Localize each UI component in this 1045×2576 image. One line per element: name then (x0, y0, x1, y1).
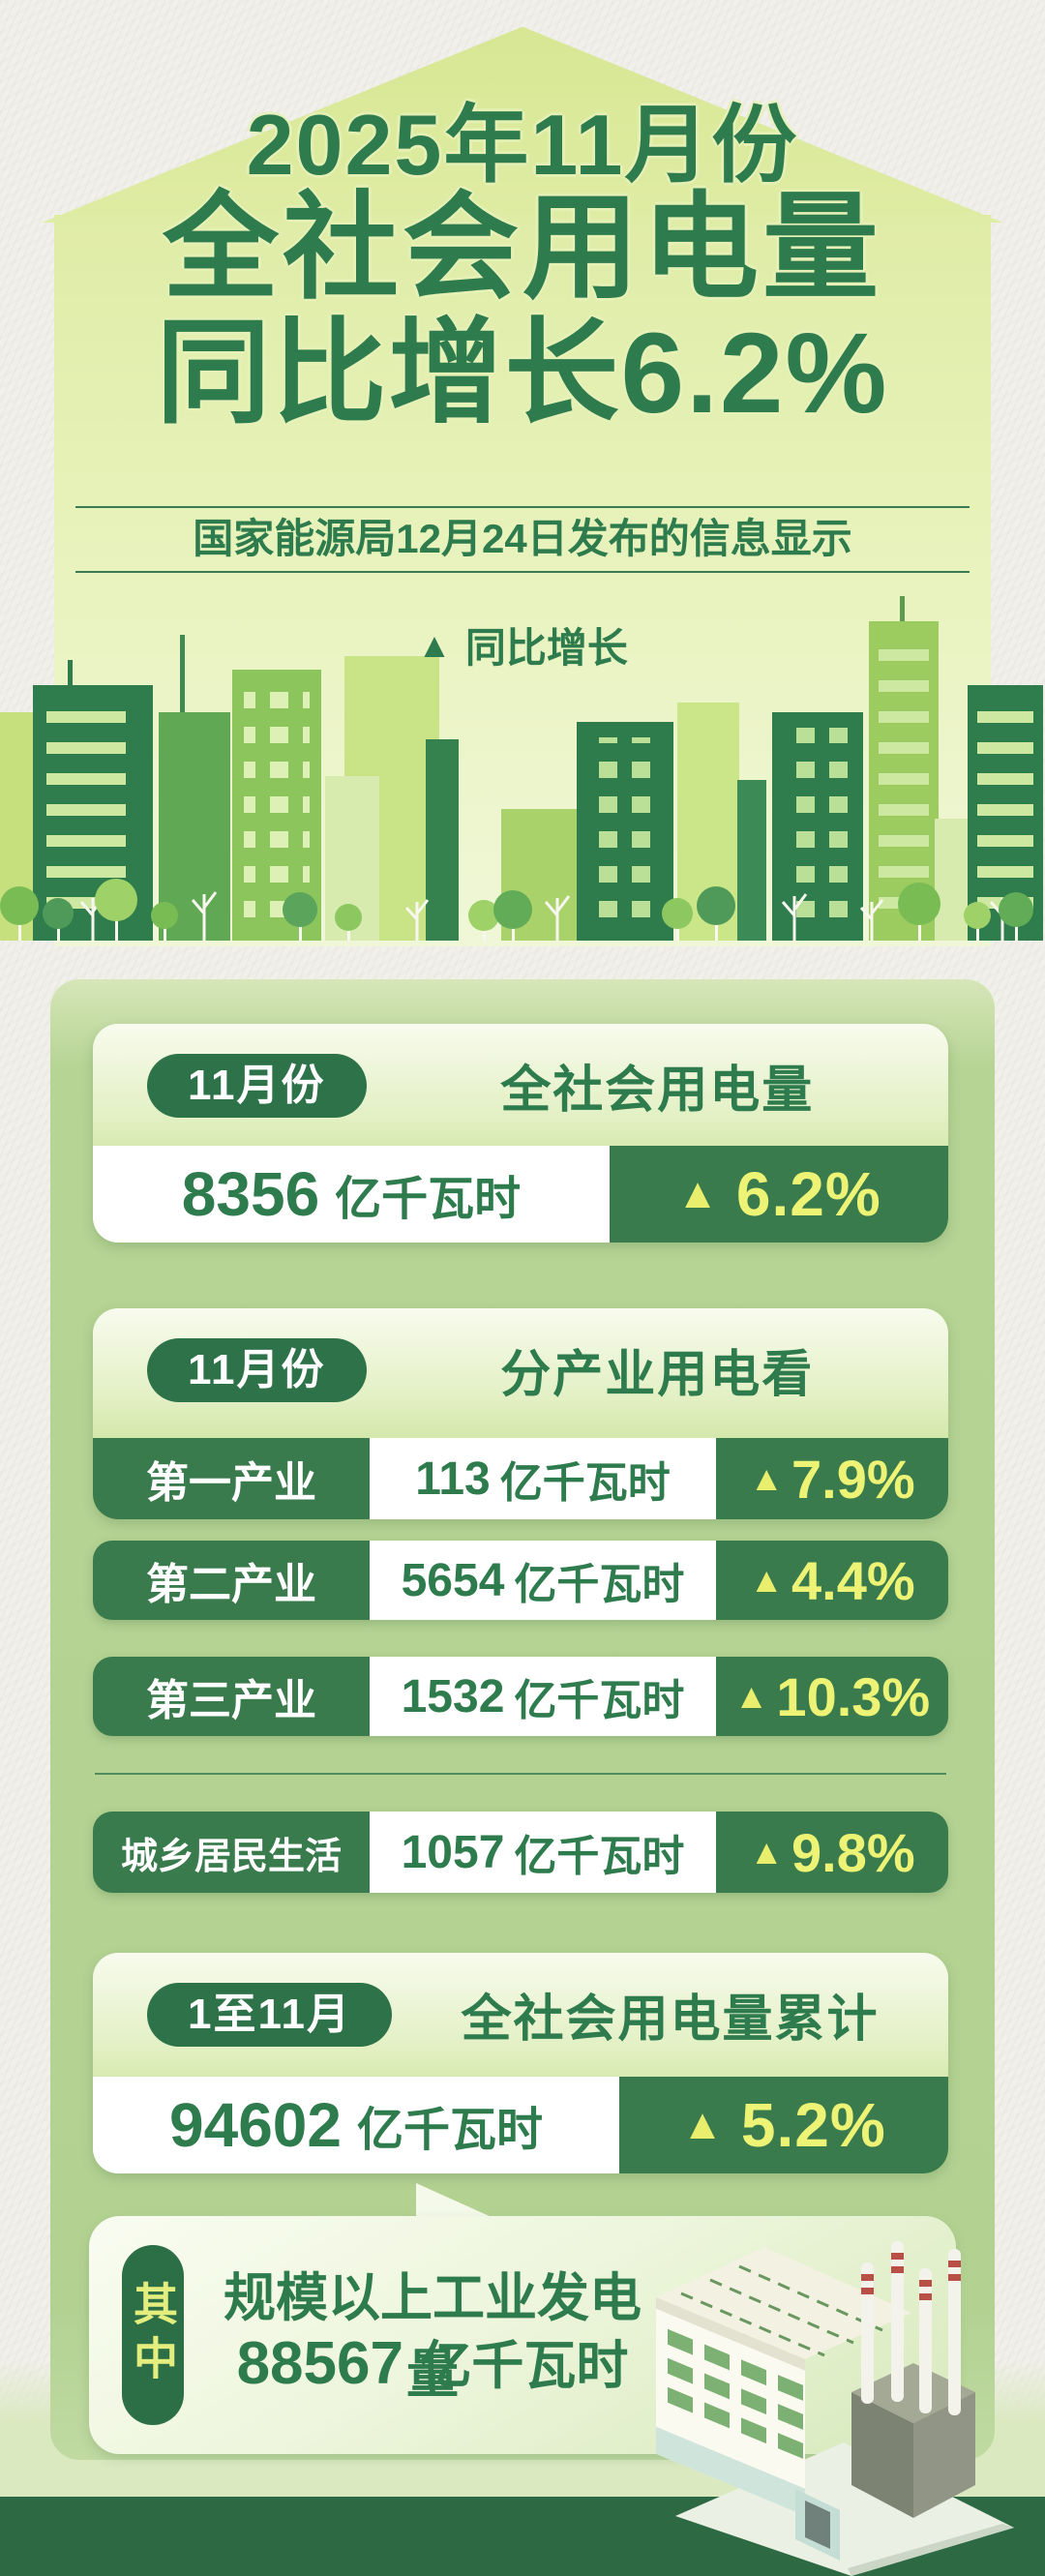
title-line-3: 同比增长6.2% (156, 310, 889, 437)
industry-card: 11月份 分产业用电看 第一产业 113 亿千瓦时 ▲ 7.9% (93, 1308, 948, 1519)
row-unit: 亿千瓦时 (514, 1833, 685, 1880)
value-cell: 8356 亿千瓦时 (93, 1146, 610, 1243)
row-value-cell: 1532 亿千瓦时 (370, 1657, 716, 1736)
value-row: 8356 亿千瓦时 ▲ 6.2% (93, 1146, 948, 1243)
card-header: 11月份 全社会用电量 (93, 1024, 948, 1122)
row-unit: 亿千瓦时 (499, 1459, 671, 1507)
industry-row-secondary: 第二产业 5654 亿千瓦时 ▲ 4.4% (93, 1541, 948, 1620)
bubble-title: 规模以上工业发电量 (224, 2269, 642, 2404)
row-value: 113 (415, 1453, 491, 1505)
delta-cell: ▲ 5.2% (619, 2077, 948, 2173)
period-badge: 11月份 (147, 1053, 367, 1118)
value-row: 94602 亿千瓦时 ▲ 5.2% (93, 2077, 948, 2173)
bubble-value-line: 88567 亿千瓦时 (205, 2322, 660, 2399)
unit: 亿千瓦时 (335, 1174, 522, 1225)
chimneys (861, 2241, 961, 2415)
row-delta-cell: ▲ 10.3% (716, 1657, 948, 1736)
row-delta-cell: ▲ 9.8% (716, 1812, 948, 1893)
row-delta: 7.9% (791, 1448, 915, 1510)
row-delta-cell: ▲ 4.4% (716, 1541, 948, 1620)
value-cell: 94602 亿千瓦时 (93, 2077, 619, 2173)
row-label: 第二产业 (146, 1561, 316, 1608)
city-skyline-illustration (0, 596, 1043, 941)
residential-row: 城乡居民生活 1057 亿千瓦时 ▲ 9.8% (93, 1812, 948, 1893)
monthly-total-card: 11月份 全社会用电量 8356 亿千瓦时 ▲ 6.2% (93, 1024, 948, 1243)
up-triangle-icon: ▲ (681, 2101, 724, 2148)
industry-row-primary: 第一产业 113 亿千瓦时 ▲ 7.9% (93, 1438, 948, 1519)
card-header: 11月份 分产业用电看 (93, 1308, 948, 1406)
bubble-unit: 亿千瓦时 (419, 2337, 629, 2395)
delta-value: 5.2% (740, 2090, 886, 2160)
row-value: 5654 (401, 1554, 505, 1606)
up-triangle-icon: ▲ (749, 1560, 784, 1600)
card-title: 分产业用电看 (500, 1347, 815, 1403)
row-value-cell: 1057 亿千瓦时 (370, 1812, 716, 1893)
row-value-cell: 5654 亿千瓦时 (370, 1541, 716, 1620)
up-triangle-icon: ▲ (733, 1676, 769, 1716)
value: 8356 (181, 1159, 320, 1229)
row-label: 第三产业 (146, 1677, 316, 1724)
divider-line (95, 1773, 946, 1775)
up-triangle-icon: ▲ (417, 624, 452, 665)
row-unit: 亿千瓦时 (514, 1677, 685, 1724)
legend-label: 同比增长 (464, 625, 628, 671)
industry-row-tertiary: 第三产业 1532 亿千瓦时 ▲ 10.3% (93, 1657, 948, 1736)
content-panel: 11月份 全社会用电量 8356 亿千瓦时 ▲ 6.2% 11月份 分产业用电看 (50, 979, 995, 2460)
source-subtitle: 国家能源局12月24日发布的信息显示 (193, 516, 852, 561)
card-title: 全社会用电量累计 (461, 1992, 880, 2048)
divider-line-bottom (75, 571, 970, 573)
trees (0, 879, 1033, 941)
cumulative-card: 1至11月 全社会用电量累计 94602 亿千瓦时 ▲ 5.2% (93, 1953, 948, 2173)
period-badge: 1至11月 (147, 1982, 392, 2047)
row-label: 城乡居民生活 (120, 1836, 342, 1877)
up-triangle-icon: ▲ (749, 1832, 784, 1872)
row-label: 第一产业 (146, 1459, 316, 1507)
row-value: 1532 (401, 1670, 505, 1722)
bubble-value: 88567 (236, 2330, 403, 2397)
row-delta: 4.4% (791, 1549, 915, 1611)
card-title: 全社会用电量 (500, 1063, 815, 1119)
factory-icon (656, 2241, 1014, 2576)
row-value: 1057 (401, 1826, 505, 1878)
card-header: 1至11月 全社会用电量累计 (93, 1953, 948, 2051)
title-line-2: 全社会用电量 (163, 183, 882, 313)
among-which-badge: 其中 (122, 2245, 184, 2425)
up-triangle-icon: ▲ (749, 1458, 784, 1498)
row-delta: 10.3% (776, 1665, 931, 1727)
delta-value: 6.2% (735, 1159, 881, 1229)
row-delta-cell: ▲ 7.9% (716, 1438, 948, 1519)
divider-line-top (75, 506, 970, 508)
row-unit: 亿千瓦时 (514, 1561, 685, 1608)
bubble-pointer (416, 2183, 493, 2218)
title-line-1: 2025年11月份 (246, 97, 799, 193)
growth-legend: ▲ 同比增长 (0, 615, 1045, 674)
up-triangle-icon: ▲ (676, 1170, 719, 1217)
unit: 亿千瓦时 (356, 2105, 543, 2156)
delta-cell: ▲ 6.2% (610, 1146, 948, 1243)
row-value-cell: 113 亿千瓦时 (370, 1438, 716, 1519)
row-delta: 9.8% (791, 1821, 915, 1883)
period-badge: 11月份 (147, 1337, 367, 1402)
value: 94602 (169, 2090, 342, 2160)
